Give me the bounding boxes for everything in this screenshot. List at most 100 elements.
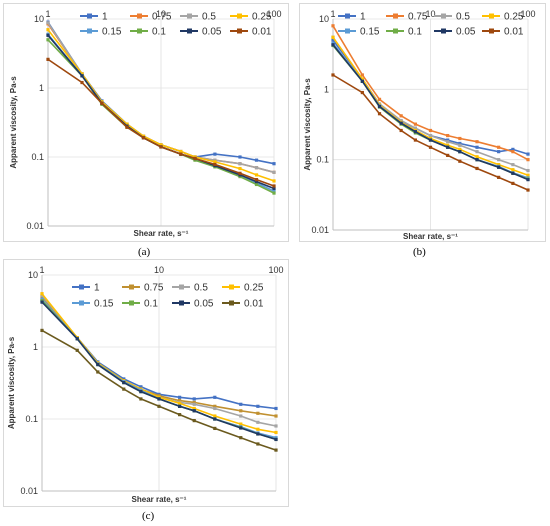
data-point: [46, 38, 50, 42]
data-point: [139, 397, 143, 401]
data-point: [75, 337, 79, 341]
panel-label-c: (c): [142, 510, 155, 522]
data-point: [178, 395, 182, 399]
legend-label: 1: [102, 12, 108, 23]
legend-marker: [187, 13, 192, 19]
data-point: [413, 130, 417, 134]
data-point: [179, 152, 183, 156]
legend-item: 0.25: [230, 12, 272, 23]
data-point: [80, 74, 84, 78]
legend-marker: [137, 13, 142, 19]
data-point: [213, 417, 217, 421]
data-point: [40, 300, 44, 304]
data-point: [272, 184, 276, 188]
legend-label: 0.5: [194, 283, 208, 294]
data-point: [80, 72, 84, 76]
data-point: [428, 128, 433, 133]
x-tick-label: 100: [266, 9, 281, 19]
y-axis-label: Apparent viscosity, Pa-s: [7, 336, 16, 429]
data-point: [360, 79, 364, 83]
data-point: [475, 145, 479, 149]
legend-marker: [489, 13, 494, 19]
legend-item: 1: [80, 12, 108, 23]
series-line-0.05: [41, 301, 277, 441]
data-point: [446, 133, 450, 138]
data-point: [511, 163, 515, 167]
data-point: [497, 165, 501, 169]
legend-item: 0.5: [180, 12, 216, 23]
data-point: [272, 186, 276, 191]
data-point: [475, 166, 479, 171]
y-tick-label: 0.01: [311, 225, 329, 235]
data-point: [100, 101, 104, 105]
data-point: [122, 377, 126, 381]
y-tick-label: 1: [324, 84, 329, 94]
legend-item: 0.25: [482, 12, 524, 23]
data-point: [526, 152, 530, 156]
data-point: [122, 387, 126, 391]
data-point: [46, 57, 50, 61]
data-point: [213, 426, 217, 431]
panel-label-b: (b): [413, 246, 426, 258]
data-point: [377, 104, 382, 109]
y-tick-label: 1: [33, 342, 38, 352]
y-axis-label: Apparent viscosity, Pa-s: [303, 78, 312, 171]
legend-label: 0.1: [408, 27, 422, 38]
data-point: [254, 178, 259, 182]
data-point: [272, 191, 276, 195]
series-line-0.01: [332, 74, 529, 191]
series-line-0.05: [332, 44, 529, 181]
data-point: [511, 150, 515, 154]
data-point: [526, 168, 530, 173]
data-point: [40, 292, 44, 296]
legend-label: 0.75: [408, 12, 428, 23]
legend-marker: [137, 28, 142, 34]
x-tick-label: 10: [425, 9, 435, 19]
data-point: [446, 143, 450, 147]
data-point: [178, 404, 182, 408]
data-point: [458, 150, 462, 154]
data-point: [192, 406, 196, 411]
chart-panel-c: 1 10 100 10 1 0.1 0.01 Shear rate, s⁻¹ Apparent …: [3, 259, 289, 507]
data-point: [274, 436, 278, 440]
data-point: [256, 442, 260, 446]
data-point: [139, 385, 143, 389]
data-point: [497, 150, 501, 154]
chart-panel-b: 1 10 100 10 1 0.1 0.01 Shear rate, s⁻¹ Apparent …: [299, 3, 546, 242]
data-point: [458, 147, 462, 151]
data-point: [238, 166, 242, 171]
data-point: [141, 136, 146, 140]
y-tick-label: 10: [319, 14, 329, 24]
data-point: [192, 409, 196, 413]
legend-label: 0.05: [202, 27, 222, 38]
data-point: [446, 153, 450, 157]
data-point: [272, 170, 276, 174]
legend-label: 0.05: [194, 299, 214, 310]
data-point: [272, 162, 276, 166]
legend-item: 0.01: [222, 299, 264, 310]
data-point: [360, 73, 364, 77]
data-point: [254, 158, 259, 162]
x-tick-label: 10: [156, 9, 166, 19]
data-point: [213, 406, 217, 411]
data-point: [360, 77, 364, 81]
data-point: [274, 448, 278, 452]
data-point: [446, 140, 450, 144]
legend-item: 0.5: [434, 12, 470, 23]
data-point: [239, 402, 243, 406]
data-point: [254, 180, 259, 184]
legend-label: 0.5: [202, 12, 216, 23]
x-tick-label: 1: [330, 9, 335, 19]
data-point: [413, 126, 417, 130]
legend-item: 0.75: [130, 12, 172, 23]
data-point: [428, 138, 433, 142]
legend-marker: [79, 300, 84, 306]
y-tick-label: 1: [39, 83, 44, 93]
legend-item: 0.05: [180, 27, 222, 38]
data-point: [254, 166, 259, 170]
data-point: [178, 399, 182, 403]
data-point: [274, 437, 278, 442]
data-point: [96, 370, 100, 374]
legend-item: 0.15: [338, 27, 380, 38]
